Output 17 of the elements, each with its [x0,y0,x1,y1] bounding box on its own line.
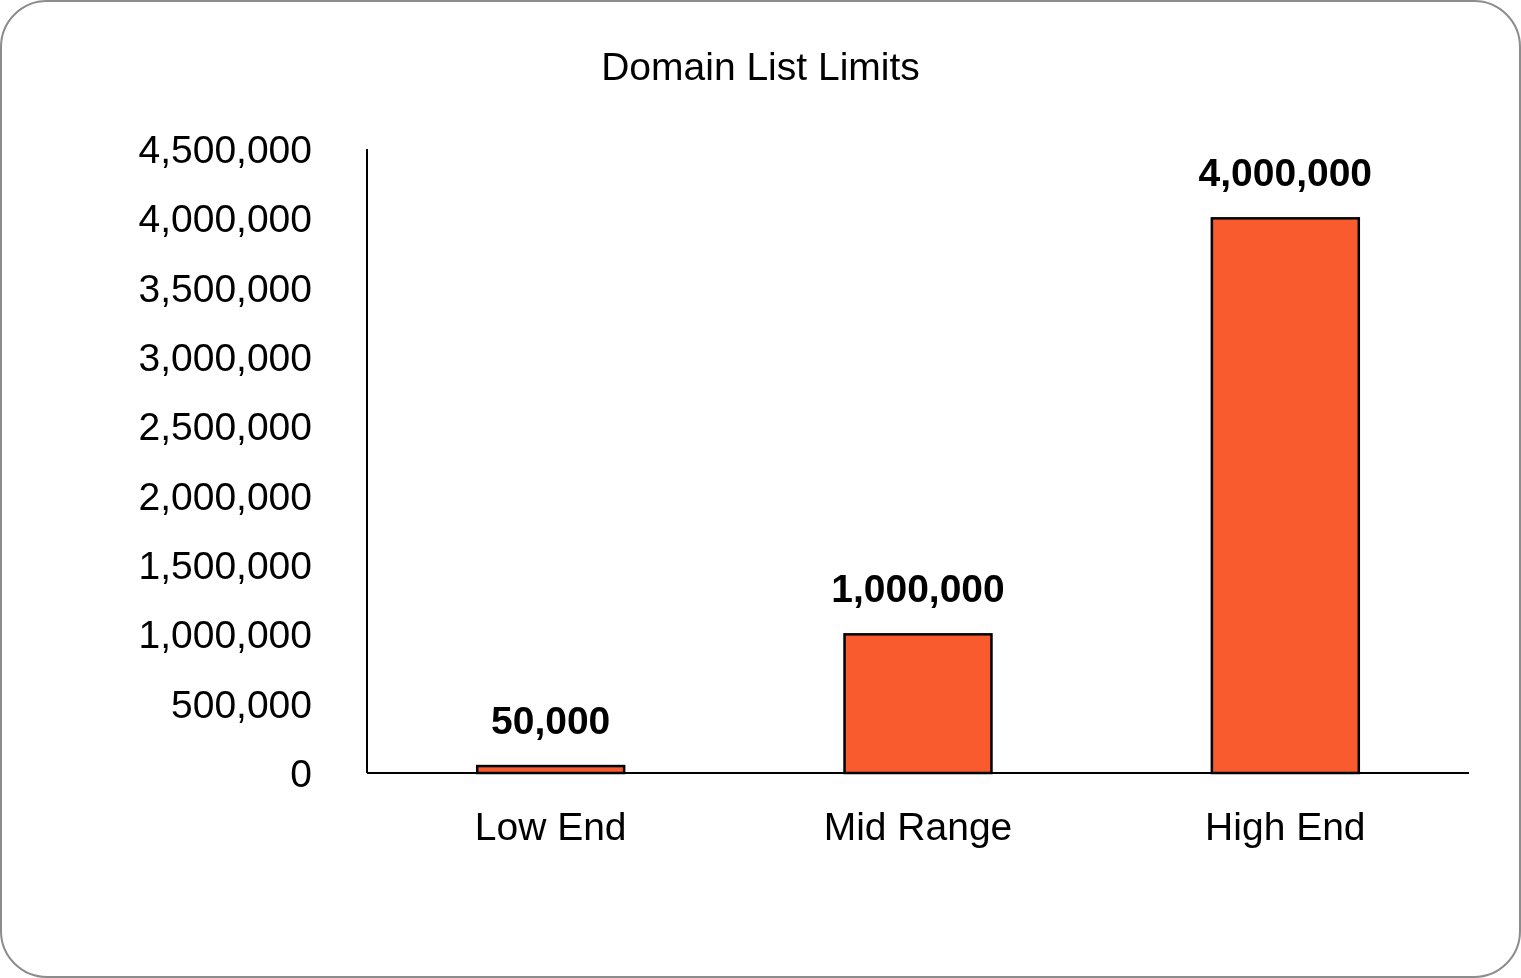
y-tick-label: 2,500,000 [138,405,312,449]
data-label: 1,000,000 [831,567,1005,611]
y-tick-label: 1,500,000 [138,544,312,588]
data-label: 4,000,000 [1198,151,1373,195]
x-tick-label: Low End [474,805,627,848]
y-tick-label: 4,000,000 [138,197,312,241]
y-tick-label: 3,500,000 [138,266,312,310]
data-label: 50,000 [491,699,611,743]
y-tick-label: 4,500,000 [138,128,312,172]
x-tick-label: Mid Range [823,805,1013,848]
y-tick-label: 500,000 [171,682,312,726]
y-tick-label: 0 [290,752,312,796]
y-tick-label: 1,000,000 [138,613,312,657]
y-tick-label: 3,000,000 [138,336,312,380]
chart-title: Domain List Limits [601,45,920,88]
y-tick-label: 2,000,000 [138,474,312,518]
x-tick-label: High End [1205,805,1366,848]
